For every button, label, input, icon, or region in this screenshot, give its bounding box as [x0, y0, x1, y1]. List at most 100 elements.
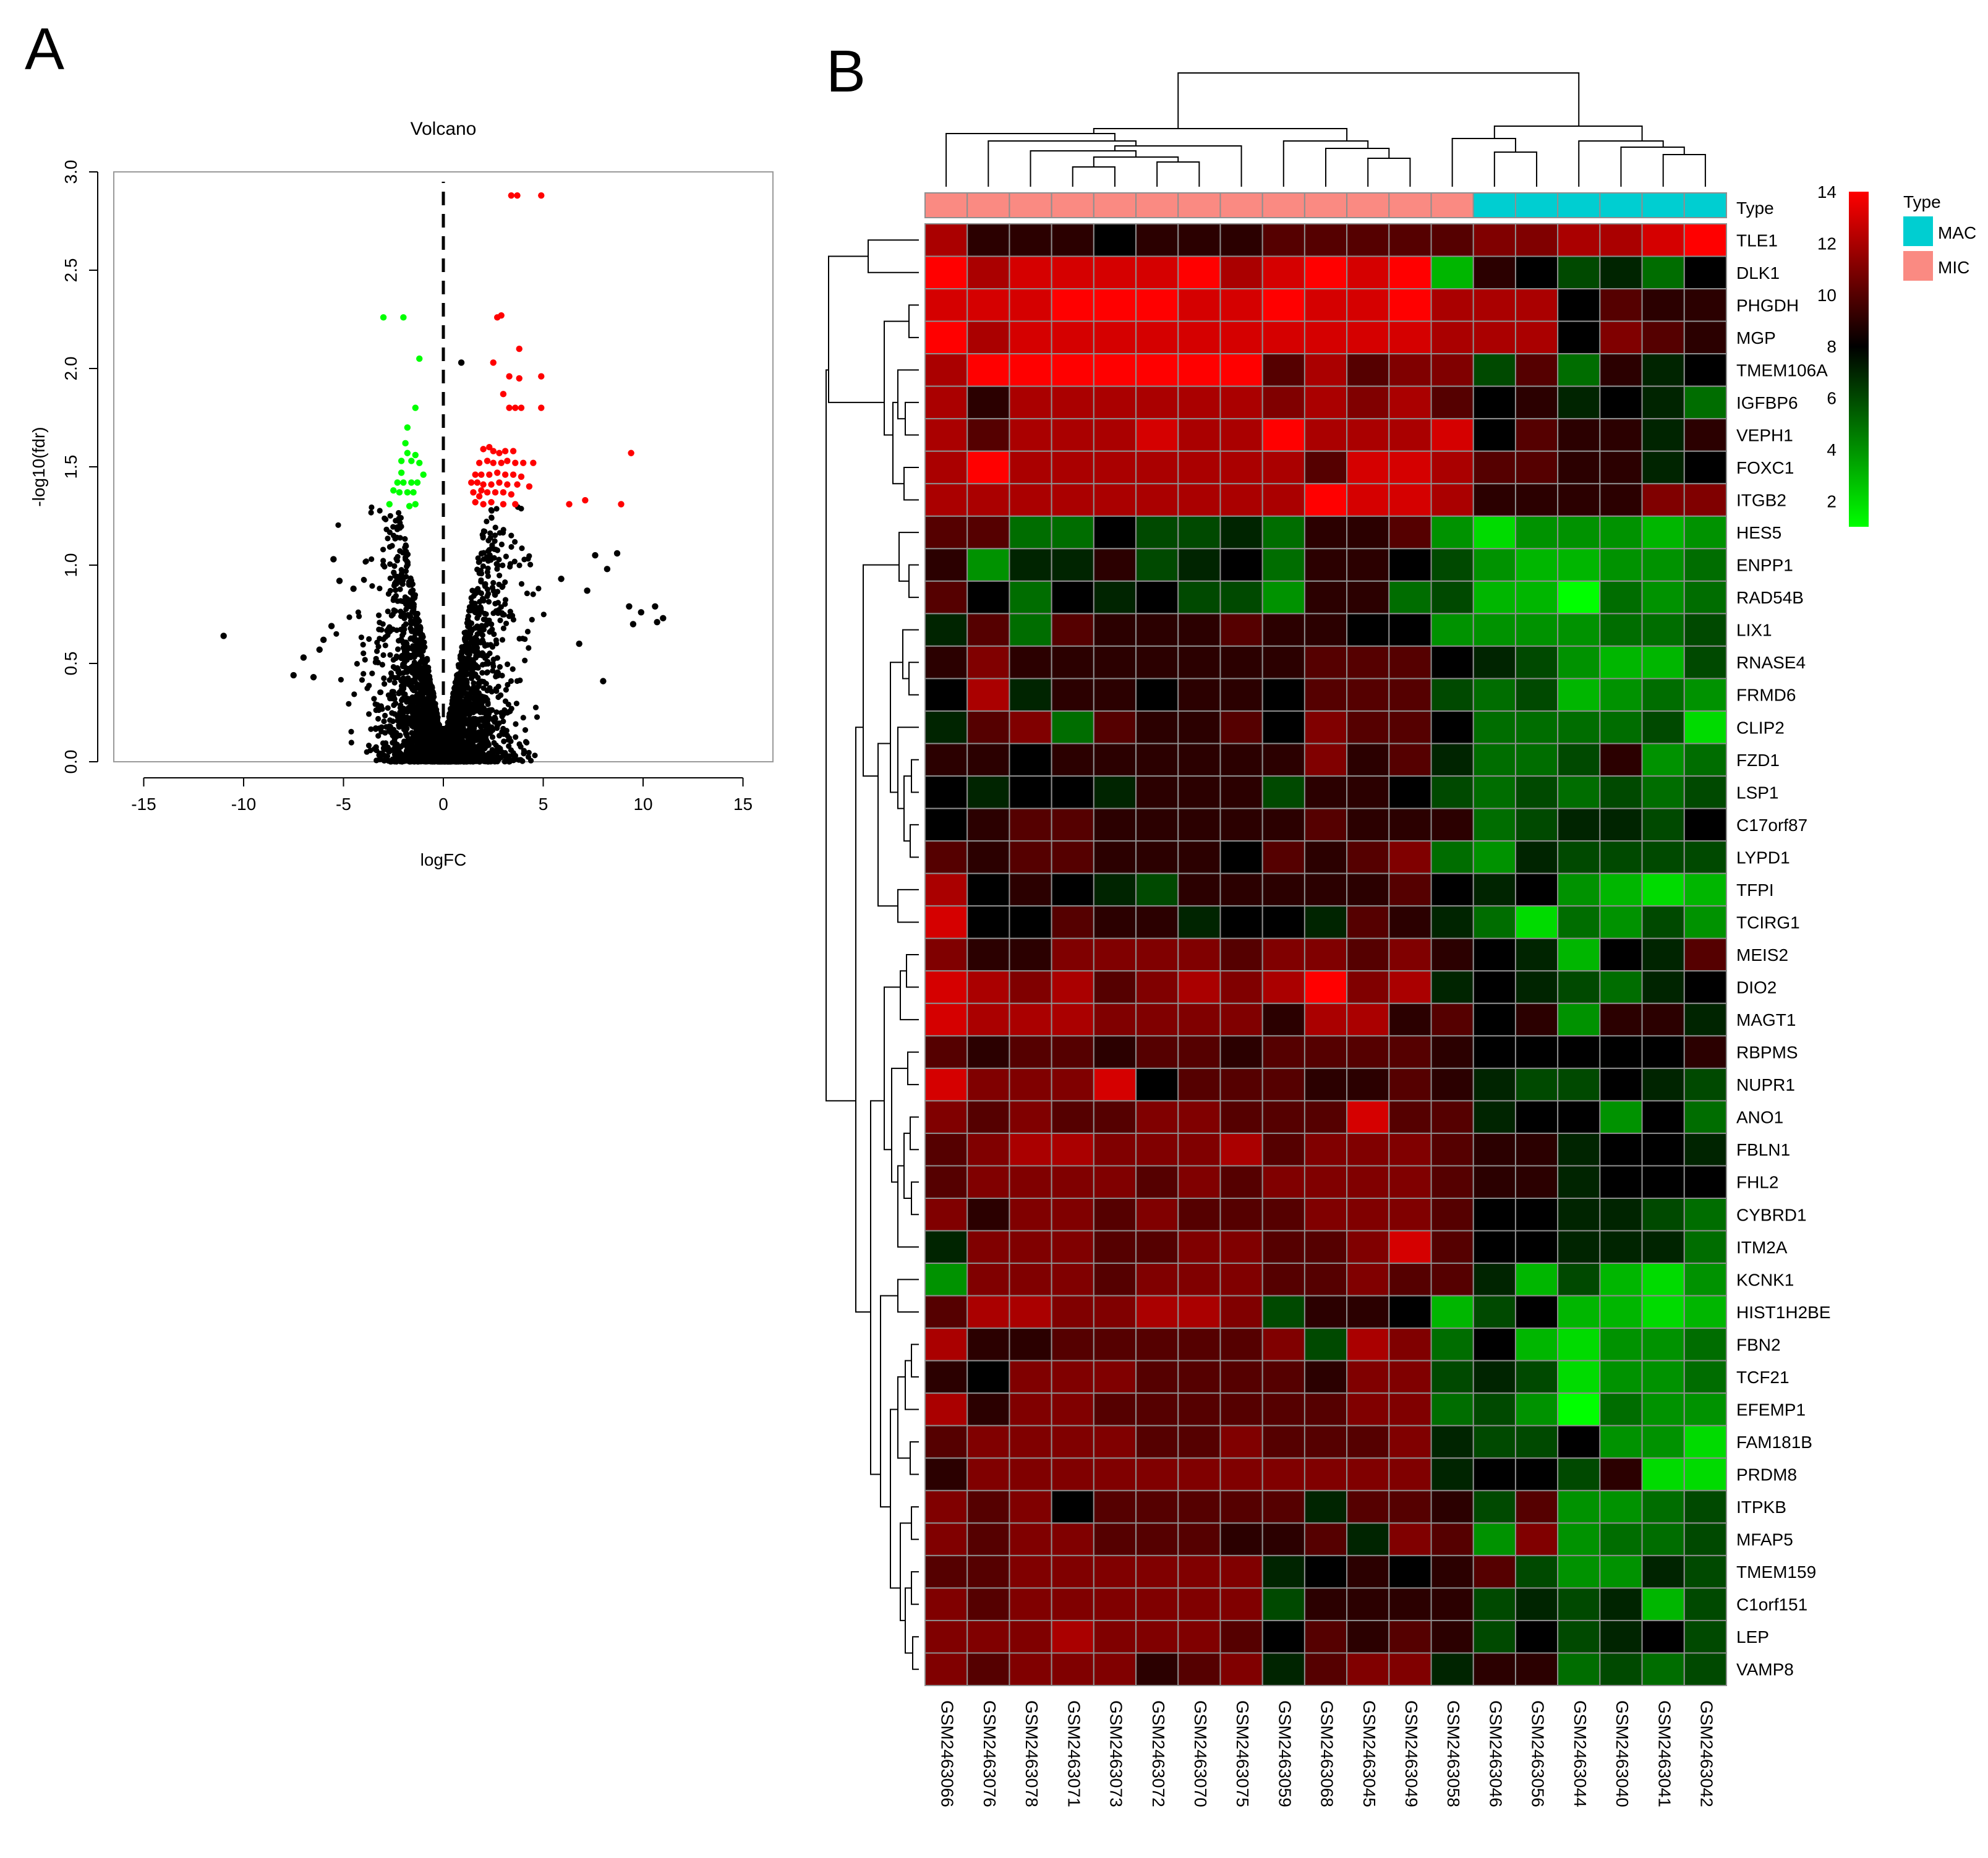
- ns-point: [476, 559, 482, 565]
- ns-point: [355, 609, 362, 615]
- ns-point: [493, 709, 500, 715]
- ns-point: [387, 561, 393, 568]
- ns-point: [368, 509, 374, 516]
- column-dendrogram-branch: [1177, 72, 1580, 129]
- row-label: FRMD6: [1736, 686, 1796, 705]
- heatmap-cell: [1430, 1198, 1474, 1232]
- ns-point: [487, 530, 493, 536]
- column-dendrogram-branch: [1493, 151, 1538, 187]
- heatmap-cell: [1430, 710, 1474, 744]
- ns-point: [395, 598, 401, 604]
- column-dendrogram-branch: [1578, 140, 1664, 187]
- heatmap-cell: [1135, 1522, 1179, 1556]
- heatmap-cell: [1599, 418, 1643, 452]
- heatmap-cell: [1177, 1002, 1221, 1037]
- heatmap-cell: [1472, 1035, 1516, 1069]
- ns-point: [489, 749, 495, 755]
- heatmap-cell: [1177, 1035, 1221, 1069]
- heatmap-cell: [1430, 613, 1474, 647]
- heatmap-cell: [1135, 1263, 1179, 1297]
- ns-point: [485, 620, 492, 626]
- heatmap-cell: [1009, 1425, 1052, 1459]
- ns-point: [394, 574, 400, 581]
- heatmap-cell: [1683, 1554, 1728, 1589]
- ns-point: [397, 586, 403, 592]
- up-point: [516, 346, 523, 352]
- heatmap-cell: [1346, 1067, 1390, 1102]
- down-point: [406, 503, 413, 509]
- heatmap-cell: [1009, 1457, 1052, 1491]
- heatmap-cell: [966, 937, 1010, 972]
- heatmap-cell: [1303, 645, 1348, 680]
- heatmap-cell: [1388, 1392, 1432, 1426]
- heatmap-cell: [1009, 1619, 1052, 1654]
- row-dendrogram-branch: [902, 629, 919, 680]
- heatmap-cell: [1346, 710, 1390, 744]
- ns_outliers-point: [290, 671, 297, 679]
- ns-point: [396, 722, 402, 728]
- heatmap-cell: [1261, 970, 1305, 1004]
- heatmap-cell: [1093, 483, 1137, 517]
- heatmap-cell: [966, 1100, 1010, 1134]
- ns-point: [364, 685, 370, 691]
- ns-point: [485, 558, 492, 564]
- heatmap-cell: [1683, 645, 1728, 680]
- heatmap-cell: [1683, 613, 1728, 647]
- heatmap-cell: [1346, 385, 1390, 420]
- heatmap-cell: [1135, 1067, 1179, 1102]
- heatmap-cell: [1135, 1360, 1179, 1394]
- heatmap-cell: [1346, 1165, 1390, 1200]
- heatmap-cell: [1051, 613, 1094, 647]
- y-tick-label: 2.0: [61, 357, 80, 381]
- heatmap-cell: [1051, 1360, 1094, 1394]
- row-dendrogram-branch: [897, 369, 919, 420]
- ns-point: [482, 642, 488, 649]
- row-dendrogram-branch: [897, 1165, 919, 1248]
- heatmap-cell: [1472, 1230, 1516, 1264]
- ns-point: [380, 562, 386, 568]
- heatmap-cell: [1303, 320, 1348, 355]
- ns-point: [411, 667, 417, 673]
- heatmap-cell: [1641, 1392, 1685, 1426]
- heatmap-cell: [1430, 905, 1474, 939]
- ns-point: [409, 679, 416, 685]
- heatmap-cell: [1683, 1067, 1728, 1102]
- heatmap-cell: [1009, 450, 1052, 485]
- heatmap-cell: [1261, 1165, 1305, 1200]
- heatmap-cell: [1599, 1067, 1643, 1102]
- ns_outliers-point: [350, 585, 357, 592]
- heatmap-cell: [1430, 872, 1474, 907]
- row-dendrogram-branch: [911, 759, 919, 793]
- heatmap-cell: [1346, 970, 1390, 1004]
- heatmap-cell: [1346, 1522, 1390, 1556]
- heatmap-cell: [1177, 450, 1221, 485]
- ns-point: [378, 689, 384, 696]
- heatmap-cell: [1261, 1392, 1305, 1426]
- heatmap-cell: [1388, 840, 1432, 874]
- heatmap-cell: [1177, 1327, 1221, 1362]
- row-label: FBN2: [1736, 1335, 1781, 1354]
- colorbar-tick-label: 14: [1817, 182, 1837, 202]
- heatmap-cell: [1557, 1425, 1601, 1459]
- heatmap-cell: [1219, 353, 1263, 387]
- heatmap-cell: [1135, 1554, 1179, 1589]
- heatmap-cell: [1051, 678, 1094, 712]
- heatmap-cell: [924, 353, 968, 387]
- heatmap-cell: [1599, 905, 1643, 939]
- ns-point: [482, 583, 488, 589]
- row-dendrogram-branch: [900, 970, 919, 1021]
- ns_outliers-point: [458, 359, 465, 366]
- heatmap-cell: [1514, 223, 1559, 257]
- heatmap-cell: [1177, 288, 1221, 322]
- heatmap-cell: [1346, 1457, 1390, 1491]
- heatmap-cell: [1599, 548, 1643, 582]
- ns-point: [463, 742, 469, 748]
- up-point: [476, 459, 483, 466]
- heatmap-cell: [1009, 1100, 1052, 1134]
- up-point: [512, 501, 519, 508]
- heatmap-cell: [1599, 613, 1643, 647]
- ns-point: [454, 715, 461, 722]
- row-dendrogram-branch: [892, 401, 904, 485]
- up-point: [506, 404, 513, 411]
- ns-point: [502, 597, 509, 603]
